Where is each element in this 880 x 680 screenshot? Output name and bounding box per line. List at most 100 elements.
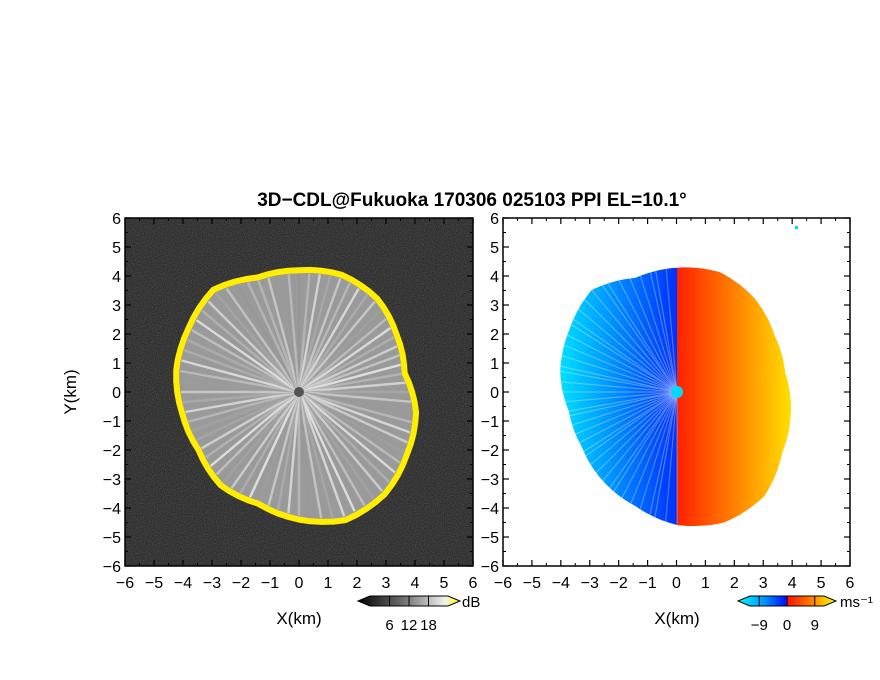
velocity-ray [568, 391, 678, 412]
velocity-colorbar-unit: ms⁻¹ [840, 594, 873, 611]
reflectivity-ray [298, 390, 405, 454]
reflectivity-ray [297, 273, 311, 393]
reflectivity-ray [297, 274, 321, 393]
velocity-ray [561, 381, 678, 393]
velocity-ray [575, 391, 678, 435]
reflectivity-ray [298, 326, 392, 393]
x-tick-label: 0 [672, 575, 681, 592]
reflectivity-ray [179, 369, 300, 394]
reflectivity-ray [267, 391, 301, 506]
velocity-receding-area [677, 267, 791, 526]
colorbar-tick-label: −9 [751, 617, 768, 634]
velocity-ray [649, 391, 678, 515]
reflectivity-ray [222, 391, 300, 484]
colorbar-tick-label: 18 [420, 617, 437, 634]
y-tick-label: 6 [112, 211, 121, 228]
velocity-ray [665, 268, 678, 393]
reflectivity-ray [298, 363, 402, 394]
x-tick-label: 4 [411, 575, 420, 592]
x-tick-label: 2 [353, 575, 362, 592]
reflectivity-ray [205, 391, 300, 459]
velocity-approaching-area [560, 267, 677, 525]
x-tick-label: 0 [295, 575, 304, 592]
reflectivity-ray [191, 329, 300, 394]
y-tick-label: 4 [112, 269, 121, 286]
velocity-ray [563, 344, 678, 393]
reflectivity-ray [298, 317, 388, 393]
radar-site-marker [294, 387, 304, 397]
reflectivity-ray [298, 309, 382, 393]
reflectivity-ray [298, 391, 401, 464]
reflectivity-ray [298, 372, 402, 394]
reflectivity-ylabel: Y(km) [61, 369, 80, 414]
velocity-ray [578, 308, 678, 393]
x-tick-label: 3 [759, 575, 768, 592]
velocity-ray [583, 391, 678, 452]
reflectivity-ray [182, 390, 300, 404]
y-tick-label: −1 [481, 414, 499, 431]
x-tick-label: −4 [174, 575, 192, 592]
reflectivity-ray [246, 281, 301, 393]
velocity-ray [569, 391, 678, 417]
reflectivity-ray [183, 348, 300, 394]
y-tick-label: −5 [103, 530, 121, 547]
y-tick-label: −1 [103, 414, 121, 431]
x-tick-label: −2 [610, 575, 628, 592]
reflectivity-ray [298, 390, 411, 434]
velocity-ray [567, 334, 678, 393]
reflectivity-ray [297, 391, 312, 518]
velocity-colorbar: −9 0 9 ms⁻¹ [736, 594, 873, 634]
y-tick-label: 3 [112, 298, 121, 315]
reflectivity-ray [298, 391, 396, 474]
reflectivity-ray [239, 391, 301, 494]
velocity-ray [572, 391, 678, 426]
y-tick-label: 0 [490, 385, 499, 402]
velocity-ray [584, 299, 678, 393]
velocity-ray [561, 355, 678, 393]
velocity-ray [607, 283, 678, 393]
y-tick-label: −4 [481, 501, 499, 518]
x-tick-label: 5 [440, 575, 449, 592]
velocity-ray [565, 391, 678, 403]
velocity-ray [654, 391, 678, 518]
reflectivity-ray [200, 390, 300, 450]
x-tick-label: −5 [523, 575, 541, 592]
velocity-speck [795, 226, 798, 229]
colorbar-tick-label: 6 [385, 617, 393, 634]
x-tick-label: −3 [203, 575, 221, 592]
y-tick-label: 2 [490, 327, 499, 344]
reflectivity-ray [214, 292, 300, 393]
reflectivity-ray [298, 300, 376, 393]
y-tick-label: 4 [490, 269, 499, 286]
y-tick-label: 1 [490, 356, 499, 373]
y-tick-label: 0 [112, 385, 121, 402]
velocity-ray [639, 391, 678, 510]
x-tick-label: 1 [324, 575, 333, 592]
x-tick-label: 6 [846, 575, 855, 592]
reflectivity-ray [298, 293, 369, 393]
reflectivity-ray [277, 275, 301, 393]
reflectivity-ray [298, 345, 398, 394]
velocity-ray [560, 365, 678, 393]
velocity-ray [665, 391, 678, 522]
reflectivity-ray [297, 391, 346, 517]
y-tick-label: −6 [481, 559, 499, 576]
reflectivity-ray [258, 391, 301, 501]
reflectivity-ray [297, 287, 360, 393]
velocity-ray [629, 278, 678, 393]
velocity-ray [573, 318, 678, 393]
x-tick-label: −6 [116, 575, 134, 592]
x-tick-label: −5 [145, 575, 163, 592]
x-tick-label: 5 [817, 575, 826, 592]
reflectivity-ray [230, 391, 300, 489]
reflectivity-ray [207, 300, 300, 393]
reflectivity-ray [298, 354, 400, 394]
reflectivity-xlabel: X(km) [276, 609, 321, 628]
velocity-ray [585, 391, 678, 457]
velocity-ray [560, 370, 678, 393]
y-tick-label: −2 [481, 443, 499, 460]
reflectivity-ray [297, 391, 356, 512]
x-tick-label: −2 [232, 575, 250, 592]
reflectivity-ray [298, 381, 406, 394]
